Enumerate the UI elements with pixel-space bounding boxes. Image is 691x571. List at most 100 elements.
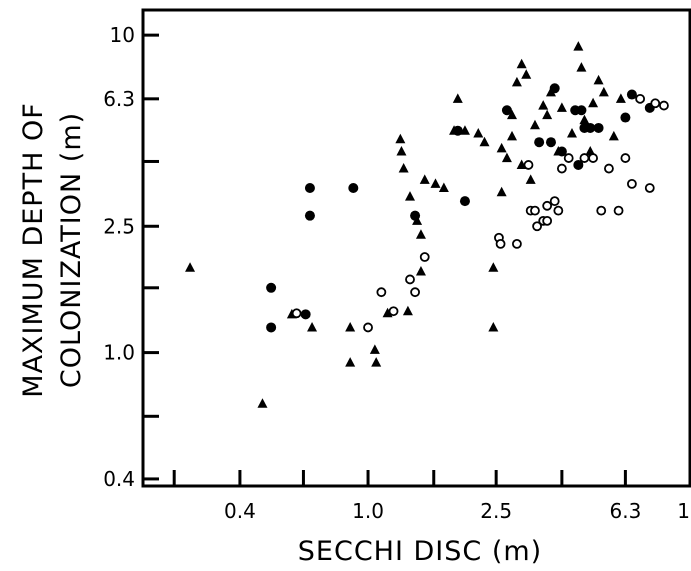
triangle-point [588,98,598,108]
y-tick-label: 1.0 [103,341,135,365]
triangle-point [609,131,619,141]
open-circle-point [293,309,301,317]
y-axis-title-line-1: MAXIMUM DEPTH OF [18,102,49,397]
open-circle-point [543,217,551,225]
triangle-point [579,115,589,125]
triangle-point [345,357,355,367]
triangle-point [567,128,577,138]
open-circle-point [377,288,385,296]
triangle-point [416,266,426,276]
open-circle-point [497,240,505,248]
open-circle-point [543,202,551,210]
open-circle-point [646,184,654,192]
open-circle-point [406,275,414,283]
open-circle-point [651,99,659,107]
open-circle-point [551,197,559,205]
triangle-point [399,163,409,173]
y-axis-title: MAXIMUM DEPTH OF COLONIZATION (m) [18,102,87,397]
triangle-point [307,322,317,332]
filled-circle-point [305,183,315,193]
triangle-point [453,93,463,103]
triangle-point [599,87,609,97]
filled-circle-point [266,283,276,293]
open-circle-point [421,253,429,261]
triangle-point [497,143,507,153]
triangle-point [576,62,586,72]
open-circle-point [636,95,644,103]
filled-circle-point [620,113,630,123]
open-circle-point [513,240,521,248]
filled-circle-point [266,322,276,332]
open-circle-point [580,154,588,162]
x-axis-ticks: 0.4 1.0 2.5 6.3 10 [174,470,691,523]
filled-circle-point [410,211,420,221]
y-tick-label: 6.3 [103,87,135,111]
filled-circle-point [502,105,512,115]
filled-circle-point [534,137,544,147]
y-axis-title-line-2: COLONIZATION (m) [56,112,87,388]
open-circle-point [615,207,623,215]
triangle-point [185,262,195,272]
triangle-point [430,178,440,188]
open-circle-point [605,165,613,173]
open-circle-point [531,207,539,215]
triangle-point [345,322,355,332]
open-circle-point [524,161,532,169]
triangle-point [517,59,527,69]
triangle-point [370,344,380,354]
filled-circle-point [305,211,315,221]
triangle-point [396,146,406,156]
triangle-point [542,110,552,120]
open-circle-point [621,154,629,162]
x-tick-label: 10 [677,499,691,523]
x-tick-label: 2.5 [480,499,512,523]
open-circle-point [565,154,573,162]
open-circle-point [390,307,398,315]
filled-circle-point [460,196,470,206]
y-axis-ticks: 0.4 1.0 2.5 6.3 10 [103,23,159,491]
filled-circle-point [594,123,604,133]
triangle-point [257,398,267,408]
triangle-point [538,100,548,110]
triangle-point [573,41,583,51]
triangle-point [488,262,498,272]
triangle-point [530,120,540,130]
open-circle-point [597,207,605,215]
triangle-point [371,357,381,367]
x-tick-label: 1.0 [352,499,384,523]
triangle-point [473,128,483,138]
open-circle-point [660,102,668,110]
open-circle-point [554,207,562,215]
filled-circle-point [301,309,311,319]
open-circle-point [411,288,419,296]
triangle-point [526,174,536,184]
y-tick-label: 2.5 [103,214,135,238]
triangle-point [416,229,426,239]
plot-frame [143,10,690,486]
filled-circle-point [546,137,556,147]
y-tick-label: 10 [110,23,135,47]
open-circle-point [628,180,636,188]
triangle-point [405,191,415,201]
triangle-point [616,93,626,103]
triangle-point [594,75,604,85]
x-tick-label: 0.4 [224,499,256,523]
data-points [185,41,668,408]
triangle-point [420,174,430,184]
x-tick-label: 6.3 [609,499,641,523]
triangle-point [395,134,405,144]
y-tick-label: 0.4 [103,467,135,491]
open-circle-point [558,165,566,173]
open-circle-point [364,323,372,331]
triangle-point [507,131,517,141]
triangle-point [403,306,413,316]
x-axis-title: SECCHI DISC (m) [298,536,542,567]
triangle-point [439,182,449,192]
open-circle-point [589,154,597,162]
triangle-point [521,69,531,79]
triangle-point [557,102,567,111]
filled-circle-point [550,83,560,93]
triangle-point [512,77,522,87]
triangle-point [497,187,507,197]
